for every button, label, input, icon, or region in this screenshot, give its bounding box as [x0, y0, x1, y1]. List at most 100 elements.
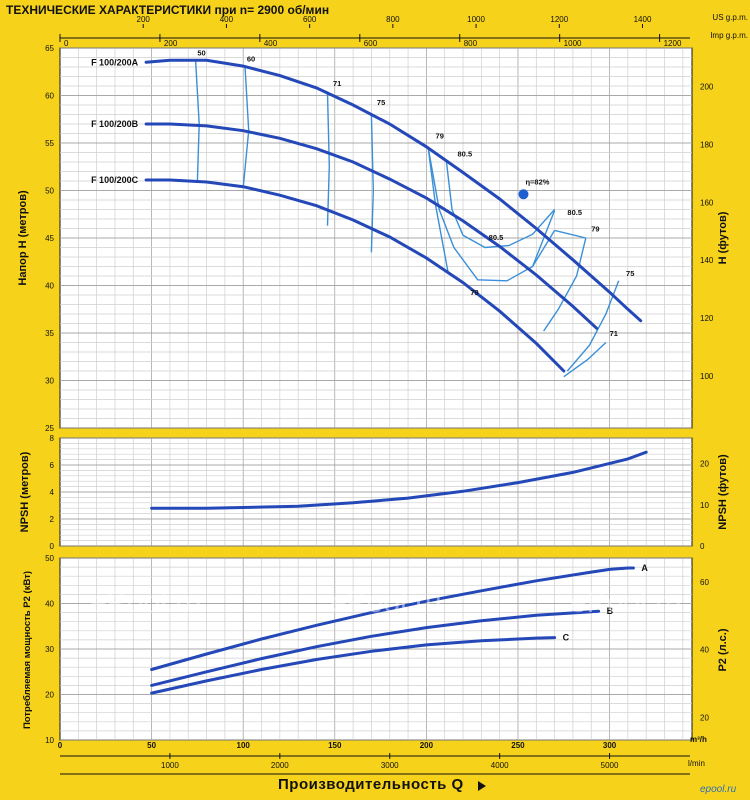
imp-gpm-tick-label: 200 [164, 39, 178, 48]
lmin-tick-label: 4000 [491, 761, 509, 770]
y-tick-label: 30 [45, 377, 54, 386]
curve-f-100-200b [144, 122, 599, 330]
iso-efficiency-line [326, 92, 331, 226]
y-tick-label: 40 [45, 282, 54, 291]
efficiency-label: 75 [377, 98, 385, 107]
best-efficiency-label: η=82% [525, 177, 549, 186]
efficiency-label: 79 [470, 288, 478, 297]
y-tick-label: 2 [50, 515, 55, 524]
power-panel: 10 20 30 40 50 20 40 60 A B C Потребляемая мощно… [22, 554, 729, 745]
iso-efficiency-line [531, 210, 556, 267]
m3h-tick-label: 200 [420, 741, 434, 750]
y-tick-label-right: 40 [700, 646, 709, 655]
power-series-label: B [607, 606, 614, 616]
imp-gpm-tick-label: 1000 [564, 39, 582, 48]
iso-efficiency-line [370, 114, 375, 253]
power-series-label: C [563, 633, 570, 643]
y-tick-label: 20 [45, 691, 54, 700]
curve-b [150, 609, 601, 687]
lmin-tick-label: 1000 [161, 761, 179, 770]
power-y-label: Потребляемая мощность P2 (кВт) [22, 571, 33, 729]
head-y-label-right: H (футов) [717, 211, 729, 264]
y-tick-label-right: 10 [700, 501, 709, 510]
efficiency-label: 79 [591, 224, 599, 233]
imp-gpm-tick-label: 0 [64, 39, 69, 48]
imp-gpm-tick-label: 600 [364, 39, 378, 48]
efficiency-label: 75 [626, 269, 634, 278]
y-tick-label: 50 [45, 554, 54, 563]
y-tick-label: 50 [45, 187, 54, 196]
efficiency-label: 80.5 [458, 149, 473, 158]
imp-gpm-unit: Imp g.p.m. [710, 31, 748, 40]
efficiency-label: 79 [436, 131, 444, 140]
y-tick-label-right: 20 [700, 460, 709, 469]
us-gpm-unit: US g.p.m. [712, 13, 748, 22]
npsh-y-label-right: NPSH (футов) [717, 454, 729, 530]
y-tick-label-right: 140 [700, 256, 714, 265]
m3h-tick-label: 0 [58, 741, 63, 750]
y-tick-label-right: 160 [700, 198, 714, 207]
us-gpm-tick-label: 600 [303, 15, 317, 24]
head-y-label: Напор H (метров) [17, 190, 29, 286]
imp-gpm-tick-label: 1200 [664, 39, 682, 48]
y-tick-label: 45 [45, 234, 54, 243]
efficiency-label: 60 [247, 54, 255, 63]
us-gpm-tick-label: 800 [386, 15, 400, 24]
m3h-tick-label: 100 [237, 741, 251, 750]
us-gpm-tick-label: 200 [137, 15, 151, 24]
imp-gpm-tick-label: 400 [264, 39, 278, 48]
m3h-unit: m³/h [690, 735, 707, 744]
us-gpm-tick-label: 400 [220, 15, 234, 24]
y-tick-label: 0 [50, 542, 55, 551]
watermark-1: ePool.ru [90, 586, 202, 619]
efficiency-label: 80.5 [489, 233, 504, 242]
y-tick-label: 60 [45, 92, 54, 101]
y-tick-label-right: 20 [700, 714, 709, 723]
m3h-tick-label: 50 [147, 741, 156, 750]
m3h-tick-label: 250 [511, 741, 525, 750]
curve-f-100-200c [144, 178, 566, 373]
series-label: F 100/200B [91, 119, 139, 129]
power-series-label: A [641, 563, 648, 573]
watermark-2: ePool.ru [330, 586, 442, 619]
series-label: F 100/200A [91, 57, 139, 67]
efficiency-label: 71 [610, 329, 618, 338]
y-tick-label: 40 [45, 600, 54, 609]
npsh-panel: 0 2 4 6 8 0 10 20 NPSH (метров) NPSH (футов) [19, 434, 729, 551]
iso-efficiency-line [563, 341, 607, 378]
site-mark: epool.ru [700, 784, 737, 795]
chart-title: ТЕХНИЧЕСКИЕ ХАРАКТЕРИСТИКИ при n= 2900 о… [6, 3, 329, 17]
efficiency-label: 80.5 [567, 208, 582, 217]
iso-efficiency-line [445, 161, 556, 249]
y-tick-label: 8 [50, 434, 55, 443]
y-tick-label: 10 [45, 736, 54, 745]
y-tick-label: 55 [45, 139, 54, 148]
iso-efficiency-line [554, 229, 586, 239]
us-gpm-tick-label: 1200 [550, 15, 568, 24]
y-tick-label-right: 100 [700, 372, 714, 381]
watermarks: ePool.ru ePool.ru ePool.ru [90, 586, 682, 619]
iso-efficiency-line [566, 280, 620, 372]
best-efficiency-point [518, 189, 529, 200]
us-gpm-tick-label: 1000 [467, 15, 485, 24]
m3h-tick-label: 150 [328, 741, 342, 750]
efficiency-label: 71 [333, 79, 341, 88]
y-tick-label-right: 0 [700, 542, 705, 551]
y-tick-label: 4 [50, 488, 55, 497]
efficiency-label: 50 [197, 49, 205, 58]
y-tick-label: 35 [45, 329, 54, 338]
curve-npsh [150, 450, 648, 510]
lmin-axis: 1000 2000 3000 4000 5000 l/min [60, 753, 705, 770]
iso-efficiency-line [194, 60, 200, 182]
y-tick-label-right: 180 [700, 140, 714, 149]
m3h-axis: 0 50 100 150 200 250 300 m³/h [58, 735, 707, 750]
series-label: F 100/200C [91, 175, 139, 185]
head-panel: 25 30 35 40 45 50 55 60 65 100 120 140 160 180 200 F … [17, 44, 729, 433]
curve-c [150, 636, 557, 695]
lmin-tick-label: 5000 [601, 761, 619, 770]
npsh-y-label: NPSH (метров) [19, 451, 31, 532]
y-tick-label-right: 200 [700, 82, 714, 91]
us-gpm-tick-label: 1400 [634, 15, 652, 24]
lmin-unit: l/min [688, 759, 705, 768]
curve-f-100-200a [144, 58, 643, 323]
